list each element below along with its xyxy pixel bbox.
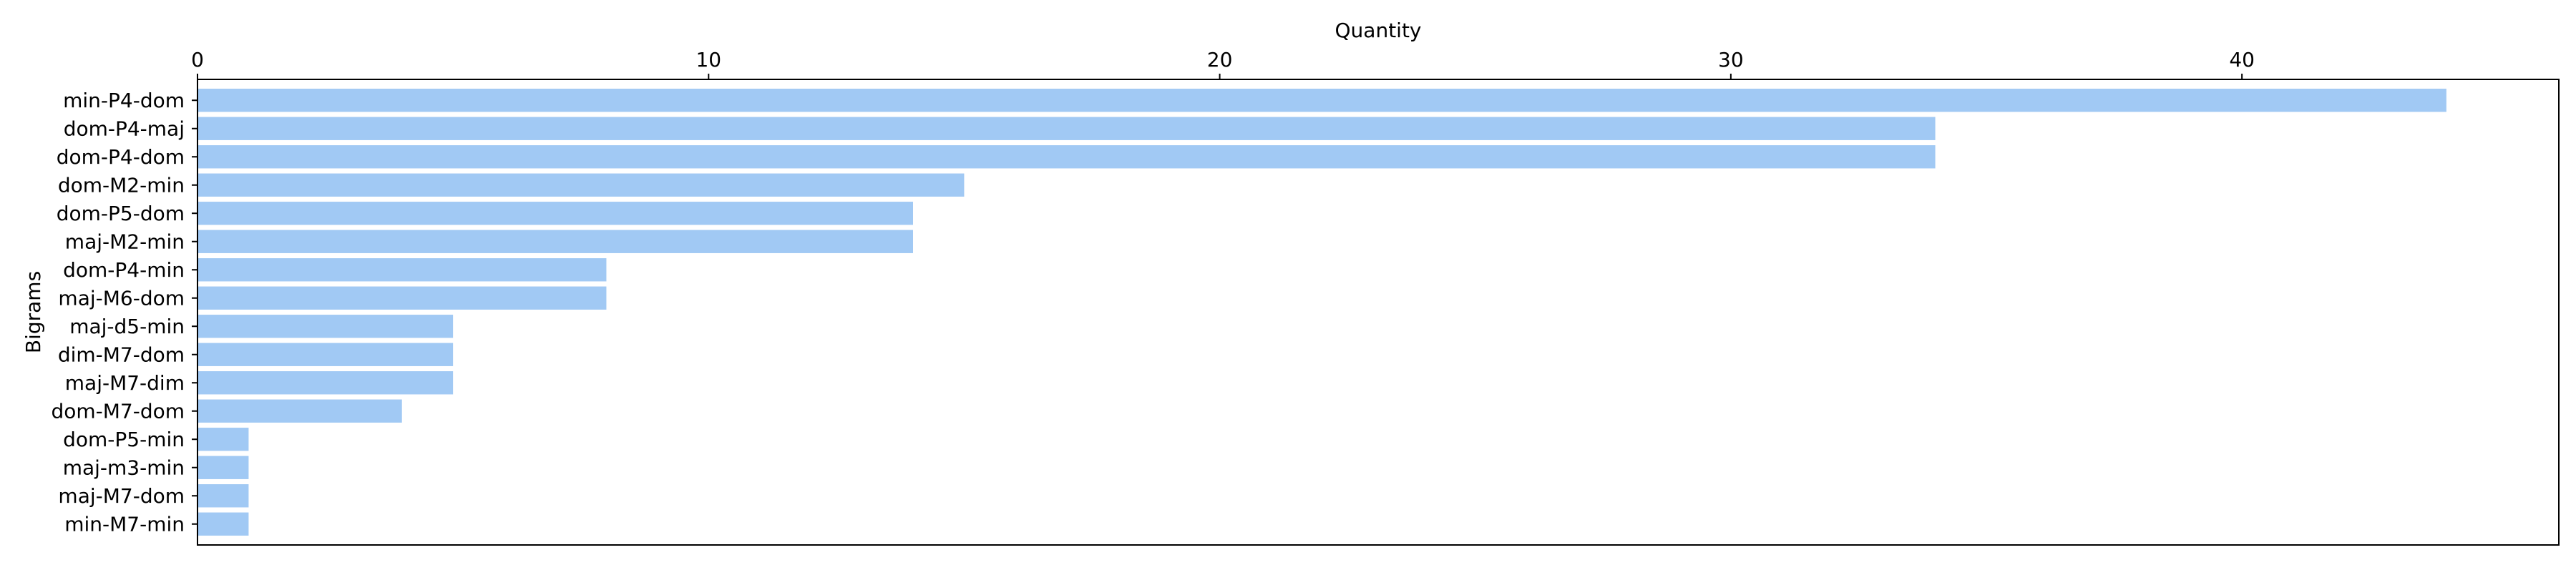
y-tick-label: dom-P5-min (63, 428, 185, 451)
y-tick-label: min-M7-min (64, 512, 185, 536)
bar-dom-P4-dom (197, 145, 1936, 169)
bar-dom-P5-min (197, 428, 249, 451)
x-tick-label: 20 (1207, 48, 1233, 72)
bar-maj-M7-dom (197, 484, 249, 508)
bar-min-P4-dom (197, 89, 2446, 112)
y-axis: min-P4-dom dom-P4-maj dom-P4-dom dom-M2-min… (51, 89, 197, 536)
bar-maj-M2-min (197, 230, 913, 253)
y-tick-label: dom-P4-maj (64, 117, 185, 140)
bar-dom-M2-min (197, 173, 965, 197)
bar-dom-P4-min (197, 258, 607, 282)
y-tick-label: dom-P4-dom (57, 145, 185, 169)
bar-maj-d5-min (197, 315, 454, 338)
bar-dom-M7-dom (197, 399, 402, 423)
y-tick-label: dom-P5-dom (57, 202, 185, 225)
bar-maj-M7-dim (197, 371, 454, 395)
y-tick-label: dom-M7-dom (51, 399, 185, 423)
y-tick-label: dom-P4-min (63, 258, 185, 282)
x-tick-label: 0 (191, 48, 204, 72)
x-tick-label: 30 (1718, 48, 1744, 72)
y-axis-label: Bigrams (21, 271, 45, 353)
bar-maj-M6-dom (197, 286, 607, 310)
y-tick-label: maj-M6-dom (58, 286, 185, 310)
y-tick-label: min-P4-dom (63, 89, 185, 112)
y-tick-label: maj-M2-min (65, 230, 185, 253)
bar-maj-m3-min (197, 456, 249, 479)
y-tick-label: dom-M2-min (58, 173, 185, 197)
bars-group (197, 89, 2446, 536)
x-tick-label: 10 (696, 48, 721, 72)
y-tick-label: maj-M7-dom (58, 484, 185, 508)
plot-frame (197, 79, 2560, 546)
x-axis: 0 10 20 30 40 (191, 48, 2255, 79)
y-tick-label: maj-m3-min (63, 456, 185, 479)
y-tick-label: maj-M7-dim (65, 371, 185, 395)
bar-dim-M7-dom (197, 343, 454, 366)
y-tick-label: dim-M7-dom (58, 343, 185, 366)
bar-dom-P5-dom (197, 202, 913, 225)
bar-min-M7-min (197, 512, 249, 536)
y-tick-label: maj-d5-min (69, 315, 185, 338)
bar-dom-P4-maj (197, 117, 1936, 140)
x-axis-label: Quantity (1335, 19, 1422, 42)
x-tick-label: 40 (2229, 48, 2255, 72)
